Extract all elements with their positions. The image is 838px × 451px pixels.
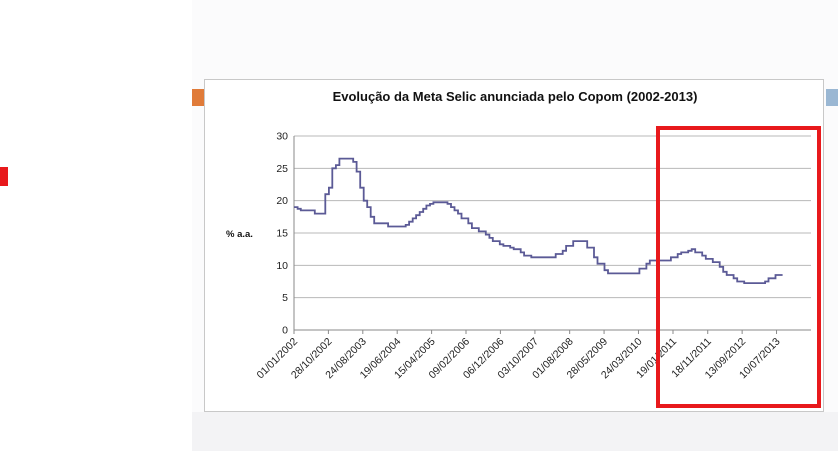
- y-tick-label: 20: [276, 195, 288, 207]
- y-tick-label: 5: [282, 292, 288, 304]
- chart-title: Evolução da Meta Selic anunciada pelo Co…: [333, 89, 698, 104]
- red-marker: [0, 167, 8, 186]
- selic-chart: Evolução da Meta Selic anunciada pelo Co…: [226, 89, 811, 381]
- series-line: [294, 157, 783, 284]
- chart-box: Evolução da Meta Selic anunciada pelo Co…: [204, 79, 824, 412]
- y-tick-label: 25: [276, 163, 288, 175]
- y-tick-label: 30: [276, 131, 288, 143]
- bottom-strip: [192, 412, 838, 451]
- orange-tab: [192, 89, 205, 106]
- blue-tab: [826, 89, 838, 106]
- y-tick-label: 10: [276, 260, 288, 272]
- y-axis-label: % a.a.: [226, 229, 253, 240]
- highlight-rectangle: [656, 126, 821, 408]
- grid-layer: [293, 135, 811, 331]
- series-layer: [294, 157, 783, 284]
- left-pane: [0, 0, 192, 451]
- y-tick-label: 15: [276, 228, 288, 240]
- y-tick-labels: 0 5 10 15 20 25 30: [276, 131, 288, 337]
- y-tick-label: 0: [282, 325, 288, 337]
